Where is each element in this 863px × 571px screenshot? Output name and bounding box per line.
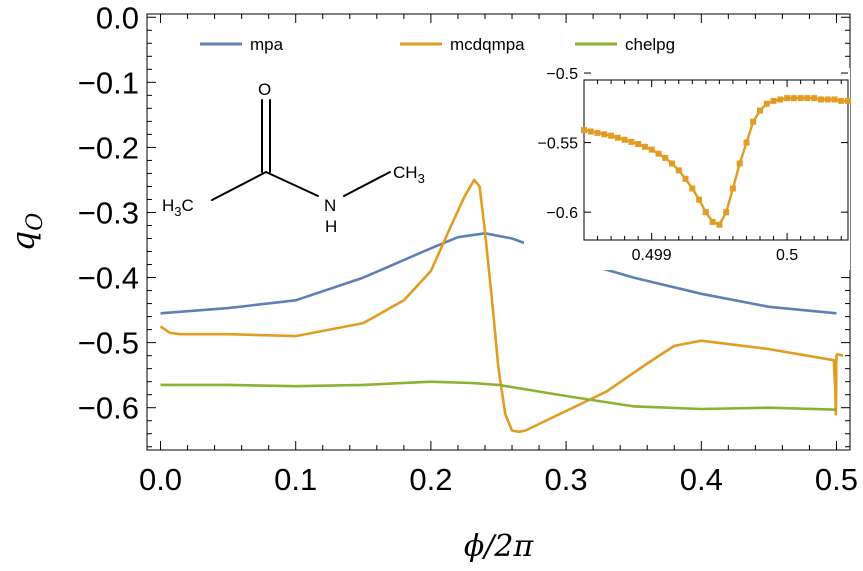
inset-marker xyxy=(845,97,851,104)
inset-marker xyxy=(750,118,757,125)
molecule-structure: O N H CH3 H3C xyxy=(162,80,425,236)
y-tick-label: −0.3 xyxy=(78,195,139,230)
inset-marker xyxy=(811,95,818,102)
inset-marker xyxy=(736,160,743,167)
legend-label-mcdqmpa: mcdqmpa xyxy=(450,35,525,54)
inset-marker xyxy=(777,96,784,103)
inset-marker xyxy=(635,141,642,147)
n-ch3-bond xyxy=(343,171,391,197)
y-tick-label: −0.6 xyxy=(78,391,139,426)
inset-marker xyxy=(770,97,777,104)
inset-ticks: 0.499 0.5 −0.5 −0.55 −0.6 xyxy=(538,66,848,264)
inset-plot: 0.499 0.5 −0.5 −0.55 −0.6 xyxy=(524,66,851,270)
series-line-mcdqmpa xyxy=(159,178,844,434)
inset-marker xyxy=(763,100,770,107)
inset-marker xyxy=(743,139,750,146)
inset-marker xyxy=(702,209,709,216)
inset-x-tick-label: 0.5 xyxy=(776,247,798,264)
atom-ch3-left-sub: 3 xyxy=(174,204,181,219)
y-axis-label: qO xyxy=(4,213,48,252)
series-line-chelpg xyxy=(160,380,837,411)
inset-marker xyxy=(594,129,601,136)
inset-marker xyxy=(784,95,791,102)
y-tick-label: −0.2 xyxy=(78,130,139,165)
inset-y-tick-label: −0.55 xyxy=(538,136,579,153)
inset-marker xyxy=(662,154,669,161)
x-axis-label: ϕ/2π xyxy=(464,529,535,564)
x-tick-label: 0.0 xyxy=(139,462,182,497)
inset-marker xyxy=(838,97,845,104)
x-tick-label: 0.1 xyxy=(274,462,317,497)
atom-ch3-right-sub: 3 xyxy=(418,171,425,186)
inset-marker xyxy=(682,175,689,182)
y-tick-label: −0.1 xyxy=(78,65,139,100)
inset-marker xyxy=(689,185,696,192)
inset-marker xyxy=(675,167,682,174)
atom-h: H xyxy=(325,217,337,236)
inset-marker xyxy=(831,96,838,103)
inset-marker xyxy=(669,160,675,167)
inset-y-tick-label: −0.5 xyxy=(546,66,578,83)
inset-marker xyxy=(729,185,736,192)
y-axis-label-main: q xyxy=(4,231,42,251)
inset-marker xyxy=(696,196,703,203)
atom-n: N xyxy=(324,196,336,215)
atom-ch3-left: H3C xyxy=(162,196,194,219)
inset-marker xyxy=(817,96,824,103)
inset-background xyxy=(524,68,850,270)
c-ch3-bond xyxy=(211,171,267,201)
x-tick-label: 0.3 xyxy=(545,462,588,497)
inset-marker xyxy=(716,221,723,228)
x-tick-label: 0.4 xyxy=(680,462,723,497)
inset-marker xyxy=(723,209,730,216)
atom-ch3-right: CH3 xyxy=(393,163,425,186)
inset-marker xyxy=(648,146,655,153)
y-tick-label: −0.5 xyxy=(78,326,139,361)
inset-marker xyxy=(709,218,716,225)
inset-marker xyxy=(757,107,763,114)
x-tick-label: 0.5 xyxy=(815,462,858,497)
y-axis-label-sub: O xyxy=(23,213,48,231)
inset-marker xyxy=(587,128,594,135)
legend: mpa mcdqmpa chelpg xyxy=(200,35,675,54)
c-n-bond xyxy=(265,171,319,197)
inset-marker xyxy=(655,150,662,157)
y-tick-label: −0.4 xyxy=(78,261,139,296)
atom-ch3-left-c: C xyxy=(182,196,194,215)
atom-ch3-right-c: CH xyxy=(393,163,418,182)
inset-series-line xyxy=(583,96,848,226)
inset-y-tick-label: −0.6 xyxy=(546,205,578,222)
y-tick-label: 0.0 xyxy=(96,0,139,35)
legend-label-mpa: mpa xyxy=(250,35,284,54)
atom-o: O xyxy=(258,80,271,99)
inset-marker xyxy=(790,95,797,102)
inset-series xyxy=(581,95,851,228)
inset-x-tick-label: 0.499 xyxy=(632,247,672,264)
inset-marker xyxy=(621,136,628,143)
inset-marker xyxy=(797,95,804,102)
inset-frame xyxy=(583,79,849,241)
inset-marker xyxy=(804,95,811,102)
x-tick-label: 0.2 xyxy=(409,462,452,497)
main-series xyxy=(159,178,844,434)
atom-ch3-left-h: H xyxy=(162,196,174,215)
inset-marker xyxy=(641,143,648,150)
inset-marker xyxy=(608,132,615,139)
inset-marker xyxy=(601,131,608,138)
legend-label-chelpg: chelpg xyxy=(625,35,675,54)
inset-marker xyxy=(614,134,621,141)
inset-marker xyxy=(824,96,831,103)
inset-marker xyxy=(581,127,587,134)
inset-marker xyxy=(628,138,635,145)
